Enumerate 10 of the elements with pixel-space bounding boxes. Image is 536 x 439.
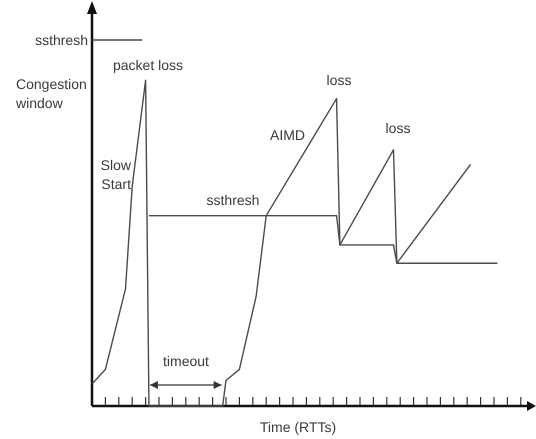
annotation: ssthresh: [206, 192, 260, 208]
annotation: AIMD: [270, 127, 305, 143]
annotation: Slow Start: [100, 157, 132, 192]
annotation: loss: [326, 72, 352, 88]
annotation: packet loss: [112, 57, 184, 73]
annotation: timeout: [163, 353, 210, 369]
x-axis-title: Time (RTTs): [260, 419, 336, 435]
text: ssthresh: [35, 32, 88, 48]
y-axis-title: Congestion window: [15, 76, 87, 111]
annotation: loss: [386, 120, 410, 136]
